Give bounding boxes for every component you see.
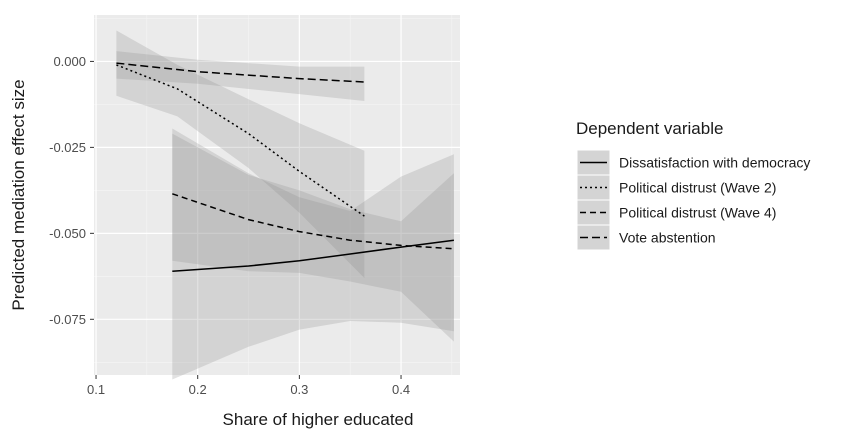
confidence-band-3 bbox=[172, 133, 454, 342]
series-line-3 bbox=[172, 193, 454, 250]
confidence-band-1 bbox=[172, 128, 454, 380]
confidence-band-2 bbox=[116, 30, 365, 278]
x-axis-title: Share of higher educated bbox=[223, 410, 414, 429]
axis-ticks: 0.1 0.2 0.3 0.4 0.000 -0.025 -0.050 -0.075 bbox=[49, 54, 410, 397]
y-tick-label: -0.025 bbox=[49, 140, 86, 155]
legend-title: Dependent variable bbox=[576, 119, 723, 138]
legend-label: Vote abstention bbox=[619, 230, 716, 246]
y-tick-label: -0.050 bbox=[49, 226, 86, 241]
x-tick-label: 0.4 bbox=[392, 382, 410, 397]
legend-label: Dissatisfaction with democracy bbox=[619, 155, 810, 171]
series-lines bbox=[116, 62, 454, 272]
x-tick-label: 0.1 bbox=[87, 382, 105, 397]
legend-label: Political distrust (Wave 2) bbox=[619, 180, 776, 196]
y-axis-title: Predicted mediation effect size bbox=[9, 79, 28, 310]
grid-lines bbox=[94, 15, 460, 375]
legend-items: Dissatisfaction with democracy Political … bbox=[576, 149, 810, 251]
plot-panel bbox=[94, 15, 460, 375]
legend: Dependent variable Dissatisfaction with … bbox=[576, 119, 810, 251]
y-tick-label: 0.000 bbox=[53, 54, 86, 69]
legend-key bbox=[576, 174, 611, 201]
confidence-band-4 bbox=[116, 51, 365, 101]
x-tick-label: 0.3 bbox=[290, 382, 308, 397]
confidence-bands bbox=[116, 30, 454, 380]
series-line-4 bbox=[116, 62, 365, 83]
x-tick-label: 0.2 bbox=[189, 382, 207, 397]
y-tick-label: -0.075 bbox=[49, 312, 86, 327]
legend-label: Political distrust (Wave 4) bbox=[619, 205, 776, 221]
